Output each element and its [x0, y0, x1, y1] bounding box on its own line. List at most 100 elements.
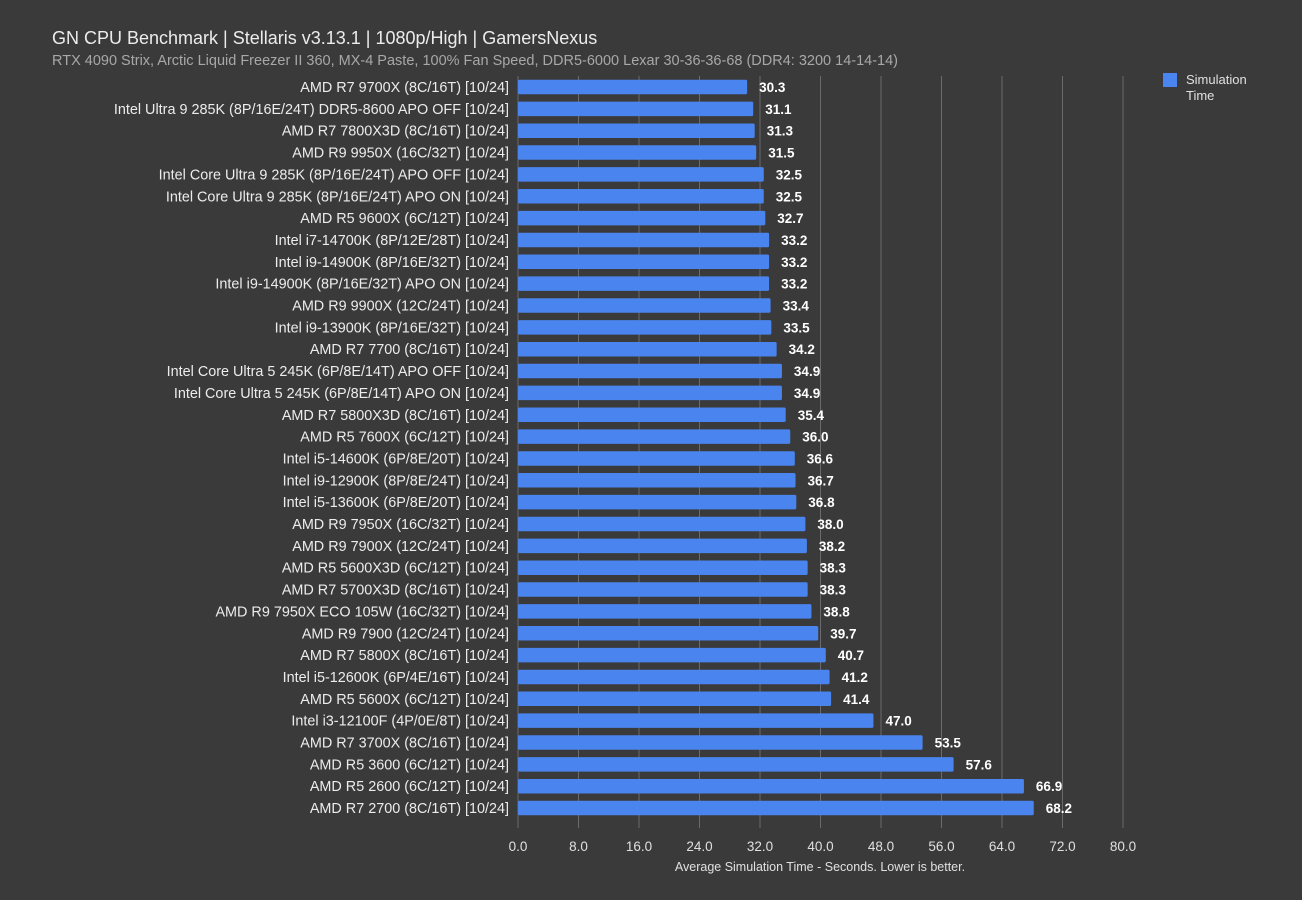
bar — [518, 516, 806, 532]
chart-title: GN CPU Benchmark | Stellaris v3.13.1 | 1… — [52, 28, 598, 48]
category-label: Intel Core Ultra 5 245K (6P/8E/14T) APO … — [174, 386, 509, 402]
x-tick-label: 40.0 — [807, 839, 833, 854]
bar-value-label: 36.8 — [808, 495, 835, 510]
x-tick-label: 8.0 — [569, 839, 588, 854]
category-label: Intel i9-14900K (8P/16E/32T) APO ON [10/… — [215, 277, 509, 293]
bar-value-label: 32.5 — [776, 189, 803, 204]
category-label: AMD R5 2600 (6C/12T) [10/24] — [310, 779, 509, 795]
bar — [518, 276, 770, 291]
category-label: Intel Ultra 9 285K (8P/16E/24T) DDR5-860… — [114, 102, 509, 118]
bar — [518, 757, 954, 772]
bar — [518, 123, 755, 138]
category-label: AMD R9 9900X (12C/24T) [10/24] — [292, 299, 509, 315]
bar — [518, 232, 770, 248]
x-tick-label: 32.0 — [747, 839, 773, 854]
category-label: Intel Core Ultra 9 285K (8P/16E/24T) APO… — [166, 189, 509, 205]
bar — [518, 800, 1034, 816]
bar — [518, 79, 748, 95]
bar — [518, 385, 782, 401]
bar — [518, 473, 796, 488]
bar-value-label: 39.7 — [830, 626, 856, 641]
bar-value-label: 53.5 — [935, 736, 962, 751]
bar — [518, 210, 766, 226]
category-label: AMD R7 3700X (8C/16T) [10/24] — [300, 736, 509, 752]
chart-category-labels: AMD R7 9700X (8C/16T) [10/24] Intel Ultra… — [114, 80, 509, 817]
category-label: AMD R9 7900X (12C/24T) [10/24] — [292, 539, 509, 555]
bar-value-label: 68.2 — [1046, 801, 1072, 816]
bar-value-label: 34.9 — [794, 364, 820, 379]
bar — [518, 669, 830, 685]
category-label: Intel i9-14900K (8P/16E/32T) [10/24] — [275, 255, 509, 271]
bar — [518, 451, 795, 466]
category-label: AMD R7 7700 (8C/16T) [10/24] — [310, 342, 509, 358]
bar-value-label: 38.0 — [817, 517, 843, 532]
bar-value-label: 36.0 — [802, 430, 828, 445]
category-label: AMD R7 9700X (8C/16T) [10/24] — [300, 80, 509, 96]
bar-value-label: 32.7 — [777, 211, 803, 226]
x-tick-label: 16.0 — [626, 839, 652, 854]
category-label: Intel Core Ultra 9 285K (8P/16E/24T) APO… — [159, 167, 509, 183]
chart-bars — [518, 79, 1034, 816]
bar-value-label: 30.3 — [759, 80, 786, 95]
legend-label: Simulation Time — [1186, 72, 1247, 103]
bar — [518, 538, 807, 554]
category-label: AMD R5 9600X (6C/12T) [10/24] — [300, 211, 509, 227]
bar — [518, 101, 754, 117]
chart-subtitle: RTX 4090 Strix, Arctic Liquid Freezer II… — [52, 53, 898, 69]
bar — [518, 691, 832, 707]
bar-value-label: 32.5 — [776, 167, 803, 182]
category-label: AMD R7 5700X3D (8C/16T) [10/24] — [282, 583, 509, 599]
bar — [518, 604, 812, 619]
category-label: AMD R9 9950X (16C/32T) [10/24] — [292, 146, 509, 162]
x-axis-title: Average Simulation Time - Seconds. Lower… — [675, 860, 965, 874]
category-label: AMD R5 5600X (6C/12T) [10/24] — [300, 692, 509, 708]
category-label: Intel i5-12600K (6P/4E/16T) [10/24] — [283, 670, 509, 686]
category-label: AMD R9 7900 (12C/24T) [10/24] — [302, 626, 509, 642]
category-label: Intel i3-12100F (4P/0E/8T) [10/24] — [291, 714, 509, 730]
bar-value-label: 34.2 — [789, 342, 815, 357]
bar — [518, 254, 770, 270]
bar-value-label: 41.4 — [843, 692, 870, 707]
bar — [518, 735, 923, 750]
bar — [518, 582, 808, 597]
bar-value-label: 34.9 — [794, 386, 820, 401]
bar-value-label: 40.7 — [838, 648, 864, 663]
bar — [518, 626, 819, 641]
category-label: AMD R7 2700 (8C/16T) [10/24] — [310, 801, 509, 817]
legend-swatch — [1163, 73, 1177, 87]
bar-value-label: 31.3 — [767, 124, 794, 139]
category-label: AMD R7 7800X3D (8C/16T) [10/24] — [282, 124, 509, 140]
bar-value-label: 47.0 — [885, 714, 911, 729]
bar-value-label: 33.2 — [781, 233, 807, 248]
x-tick-label: 48.0 — [868, 839, 894, 854]
bar — [518, 298, 771, 313]
category-label: AMD R9 7950X (16C/32T) [10/24] — [292, 517, 509, 533]
bar-value-label: 36.7 — [808, 473, 834, 488]
x-tick-label: 80.0 — [1110, 839, 1136, 854]
bar-value-label: 41.2 — [842, 670, 868, 685]
bar-value-label: 35.4 — [798, 408, 825, 423]
bar — [518, 145, 757, 160]
bar-value-label: 33.2 — [781, 255, 807, 270]
category-label: AMD R7 5800X3D (8C/16T) [10/24] — [282, 408, 509, 424]
x-tick-label: 24.0 — [686, 839, 712, 854]
category-label: Intel i5-14600K (6P/8E/20T) [10/24] — [283, 451, 509, 467]
bar-value-label: 33.5 — [783, 320, 810, 335]
bar — [518, 167, 764, 182]
category-label: AMD R5 3600 (6C/12T) [10/24] — [310, 757, 509, 773]
x-tick-label: 56.0 — [928, 839, 954, 854]
bar-value-label: 38.3 — [820, 583, 847, 598]
bar-value-label: 38.2 — [819, 539, 845, 554]
bar — [518, 647, 826, 663]
bar — [518, 560, 808, 575]
category-label: Intel i9-12900K (8P/8E/24T) [10/24] — [283, 473, 509, 489]
bar — [518, 713, 874, 728]
category-label: Intel i7-14700K (8P/12E/28T) [10/24] — [275, 233, 509, 249]
chart-legend: Simulation Time — [1163, 72, 1276, 104]
category-label: AMD R5 7600X (6C/12T) [10/24] — [300, 430, 509, 446]
bar — [518, 407, 786, 422]
bar-value-label: 66.9 — [1036, 779, 1062, 794]
bar — [518, 341, 777, 357]
bar — [518, 494, 797, 510]
bar — [518, 189, 764, 204]
